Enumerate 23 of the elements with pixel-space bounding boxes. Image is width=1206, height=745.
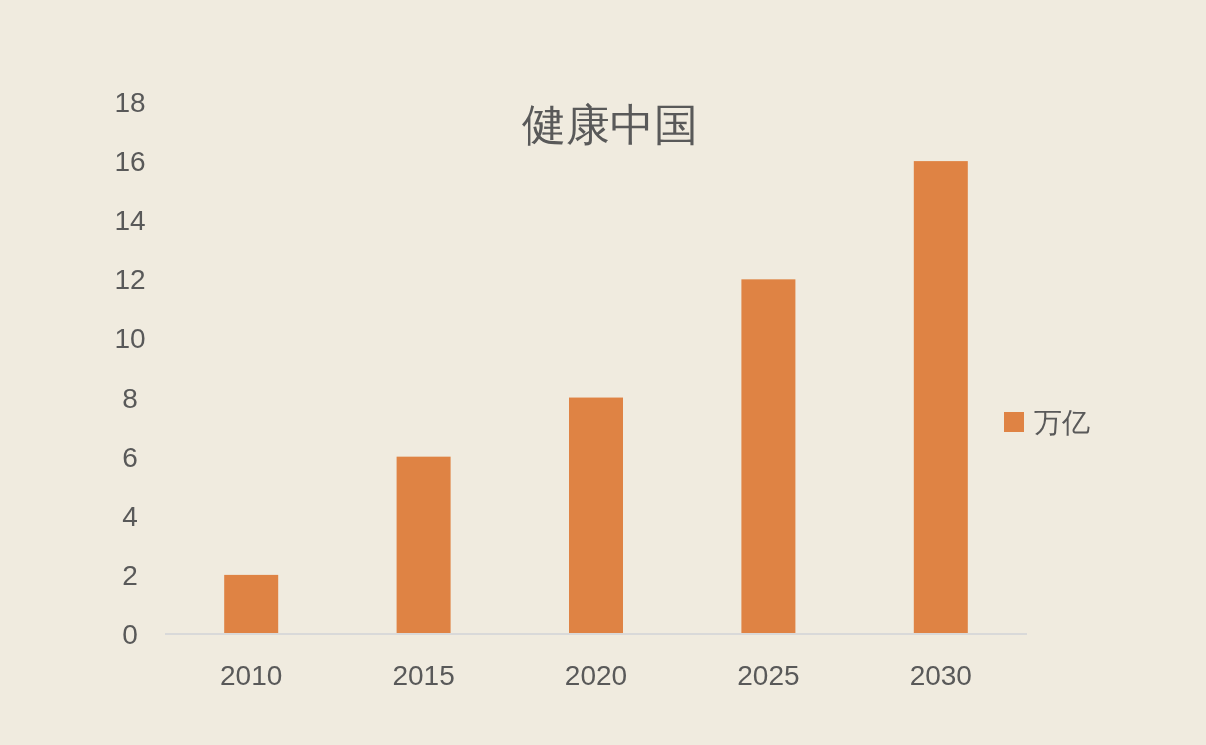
x-tick-label: 2025: [737, 660, 800, 691]
y-tick-label: 8: [122, 382, 138, 414]
chart-title: 健康中国: [522, 100, 698, 149]
x-tick-label: 2015: [392, 660, 455, 691]
y-tick-label: 18: [114, 87, 146, 118]
x-tick-label: 2030: [909, 660, 972, 691]
y-tick-label: 0: [122, 619, 138, 650]
y-tick-label: 6: [122, 441, 138, 473]
bar: [913, 161, 968, 634]
y-tick-label: 10: [114, 323, 146, 355]
bar: [396, 456, 451, 634]
y-tick-label: 4: [122, 500, 138, 532]
y-tick-label: 12: [114, 264, 146, 296]
bar: [741, 279, 796, 634]
x-tick-label: 2010: [220, 660, 283, 691]
y-tick-label: 14: [114, 205, 146, 237]
legend: 万亿: [1004, 407, 1090, 438]
legend-label: 万亿: [1034, 407, 1090, 438]
y-tick-label: 16: [114, 146, 146, 178]
y-tick-label: 2: [122, 559, 138, 591]
bar: [569, 397, 623, 634]
bar: [224, 574, 279, 634]
x-tick-label: 2020: [564, 660, 628, 691]
